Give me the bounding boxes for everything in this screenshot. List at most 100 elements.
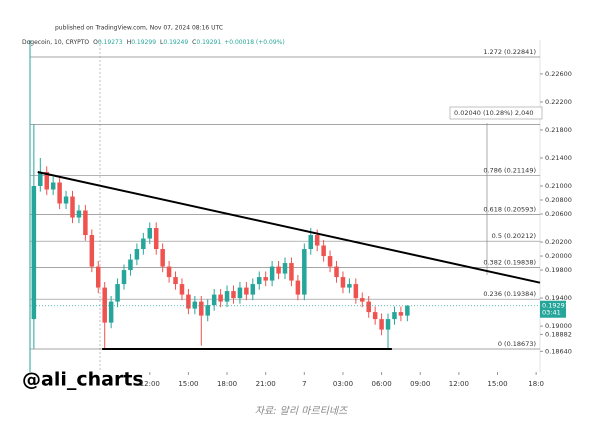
candle-body bbox=[289, 263, 294, 281]
ohlc-label: C bbox=[192, 39, 196, 46]
candle-body bbox=[83, 210, 88, 236]
candle-body bbox=[269, 266, 275, 281]
x-tick-label: 15:00 bbox=[178, 380, 198, 388]
y-tick-label: 0.18640 bbox=[545, 347, 572, 355]
candle-body bbox=[31, 185, 37, 320]
candle-body bbox=[327, 256, 333, 267]
x-tick-label: 06:00 bbox=[371, 380, 391, 388]
candle-body bbox=[302, 249, 307, 295]
price-tag bbox=[540, 300, 566, 318]
fib-label: 0.236 (0.19384) bbox=[483, 290, 536, 298]
candle-body bbox=[108, 301, 114, 323]
header-source: published on TradingView.com, Nov 07, 20… bbox=[55, 25, 223, 32]
fib-label: 0.5 (0.20212) bbox=[492, 232, 536, 240]
candle-body bbox=[121, 270, 127, 285]
y-tick-label: 0.20600 bbox=[545, 210, 572, 218]
candle-body bbox=[308, 235, 314, 250]
y-tick-label: 0.19000 bbox=[545, 322, 572, 330]
candle-body bbox=[398, 312, 404, 316]
x-tick-label: 12:00 bbox=[140, 380, 160, 388]
x-tick-label: 03:00 bbox=[333, 380, 353, 388]
candle-body bbox=[199, 301, 204, 316]
candle-body bbox=[89, 235, 95, 267]
caption: 자료: 알리 마르티네즈 bbox=[255, 405, 348, 417]
candle-body bbox=[218, 294, 223, 302]
ohlc-label: L bbox=[160, 39, 164, 46]
candle-body bbox=[57, 182, 62, 204]
candle-body bbox=[231, 291, 236, 299]
x-tick-label: 18:0 bbox=[528, 380, 544, 388]
price-tag-value: 0.19291 bbox=[542, 302, 569, 310]
candle-body bbox=[102, 287, 107, 323]
candle-body bbox=[340, 277, 346, 288]
measure-box bbox=[449, 106, 543, 120]
candle-body bbox=[263, 277, 268, 281]
candle-body bbox=[314, 235, 320, 246]
candle-body bbox=[276, 266, 281, 274]
candle-body bbox=[76, 210, 82, 218]
candle-body bbox=[115, 284, 120, 302]
x-tick-label: 21:00 bbox=[256, 380, 276, 388]
ohlc-label: O bbox=[93, 39, 98, 46]
candle-body bbox=[211, 294, 217, 306]
y-tick-label: 0.19400 bbox=[545, 294, 572, 302]
candle-body bbox=[282, 263, 288, 274]
trendline bbox=[37, 171, 541, 284]
fib-label: 1.272 (0.22841) bbox=[483, 48, 536, 56]
candle-body bbox=[173, 277, 178, 285]
candle-body bbox=[70, 196, 75, 218]
candle-body bbox=[385, 319, 391, 330]
candle-body bbox=[379, 319, 384, 330]
candle-body bbox=[347, 284, 352, 288]
candle-body bbox=[96, 266, 101, 288]
fib-label: 0.618 (0.20593) bbox=[483, 206, 536, 214]
candle-body bbox=[360, 298, 365, 302]
y-tick-label: 0.21000 bbox=[545, 182, 572, 190]
candle-body bbox=[205, 305, 210, 316]
ohlc-label: H bbox=[127, 39, 132, 46]
x-tick-label: 18:00 bbox=[217, 380, 237, 388]
x-tick-label: 7 bbox=[302, 380, 306, 388]
candle-body bbox=[186, 294, 191, 309]
ohlc-value: 0.19273 bbox=[98, 39, 123, 46]
y-tick-label: 0.19800 bbox=[545, 266, 572, 274]
candle-body bbox=[366, 301, 371, 313]
candle-body bbox=[405, 305, 410, 316]
candle-body bbox=[179, 284, 185, 295]
y-tick-label: 0.22600 bbox=[545, 70, 572, 78]
candle-body bbox=[134, 249, 140, 260]
candle-body bbox=[44, 171, 49, 190]
candle-body bbox=[392, 312, 397, 320]
candle-body bbox=[321, 245, 326, 257]
ohlc-value: 0.19249 bbox=[163, 39, 188, 46]
x-tick-label: 09:00 bbox=[410, 380, 430, 388]
price-tag-countdown: 03:41 bbox=[542, 309, 561, 317]
candle-body bbox=[63, 196, 69, 204]
candle-body bbox=[147, 228, 153, 239]
fib-label: 0 (0.18673) bbox=[498, 340, 536, 348]
y-tick-label: 0.20200 bbox=[545, 238, 572, 246]
ohlc-value: 0.19291 bbox=[196, 39, 221, 46]
candle-body bbox=[295, 280, 301, 295]
candle-body bbox=[224, 291, 230, 302]
change: +0.00018 (+0.09%) bbox=[224, 39, 285, 46]
candle-body bbox=[38, 171, 43, 186]
candle-body bbox=[237, 287, 243, 299]
measure-label: 0.02040 (10.28%) 2,040 bbox=[454, 109, 533, 117]
y-tick-label: 0.20800 bbox=[545, 196, 572, 204]
y-tick-label: 0.21400 bbox=[545, 154, 572, 162]
header-symbol: Dogecoin, 10, CRYPTO O0.19273 H0.19299 L0.1… bbox=[22, 39, 285, 46]
y-tick-label: 0.21800 bbox=[545, 126, 572, 134]
watermark: @ali_charts bbox=[22, 369, 144, 391]
candle-body bbox=[244, 287, 249, 295]
candle-body bbox=[192, 301, 198, 309]
symbol: Dogecoin, 10, CRYPTO bbox=[22, 39, 89, 46]
ohlc-value: 0.19299 bbox=[131, 39, 156, 46]
candle-body bbox=[372, 312, 378, 320]
candle-body bbox=[141, 238, 146, 250]
candle-body bbox=[353, 284, 359, 299]
fib-label: 0.382 (0.19838) bbox=[483, 258, 536, 266]
